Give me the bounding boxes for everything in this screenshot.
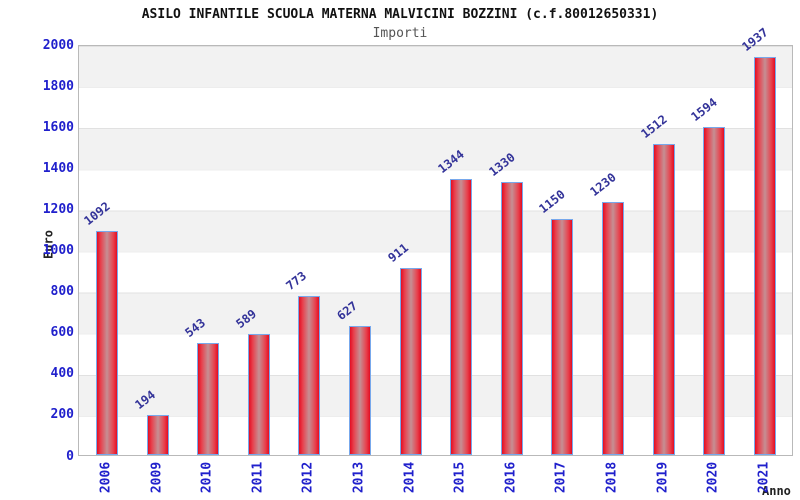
chart-title: ASILO INFANTILE SCUOLA MATERNA MALVICINI… xyxy=(141,7,659,22)
x-axis-tick-label: 2013 xyxy=(351,461,367,494)
y-axis-tick-label: 0 xyxy=(66,448,74,464)
bar-2016 xyxy=(500,181,523,455)
x-axis-tick-label: 2006 xyxy=(98,461,114,494)
y-axis-tick-label: 1800 xyxy=(42,78,74,94)
x-axis-tick-label: 2019 xyxy=(655,461,671,494)
x-axis-tick-label: 2011 xyxy=(250,461,266,494)
y-axis-tick-label: 200 xyxy=(50,407,74,423)
plot-area xyxy=(78,45,793,456)
x-axis-tick-label: 2015 xyxy=(452,461,468,494)
x-axis-tick-label: 2014 xyxy=(402,461,418,494)
y-axis-tick-label: 1200 xyxy=(42,201,74,217)
y-axis-tick-label: 1600 xyxy=(42,119,74,135)
bar-2019 xyxy=(652,144,675,455)
y-axis-tick-label: 1400 xyxy=(42,160,74,176)
chart-subtitle: Importi xyxy=(372,26,428,41)
y-axis-tick-label: 1000 xyxy=(42,243,74,258)
bar-2020 xyxy=(703,127,726,455)
y-axis-tick-label: 800 xyxy=(50,284,74,300)
bar-2009 xyxy=(146,415,169,455)
x-axis-tick-label: 2009 xyxy=(149,461,165,494)
bar-2011 xyxy=(247,333,270,455)
x-axis-tick-label: 2017 xyxy=(553,461,569,494)
x-axis-tick-label: 2016 xyxy=(503,461,519,494)
x-axis-tick-label: 2018 xyxy=(604,461,620,494)
y-axis-tick-label: 400 xyxy=(50,366,74,382)
y-axis-tick-label: 600 xyxy=(50,325,74,341)
x-axis-tick-label: 2020 xyxy=(705,461,721,494)
bar-2014 xyxy=(399,267,422,455)
x-axis-title: Anno xyxy=(762,484,791,498)
bar-2017 xyxy=(551,218,574,455)
y-axis-tick-label: 2000 xyxy=(42,37,74,53)
bar-2015 xyxy=(450,178,473,455)
bar-2013 xyxy=(349,326,371,455)
bar-2012 xyxy=(298,296,321,455)
bar-2010 xyxy=(197,343,220,455)
bar-2018 xyxy=(602,202,624,455)
bar-2006 xyxy=(96,230,118,455)
x-axis-tick-label: 2021 xyxy=(756,461,772,494)
x-axis-tick-label: 2010 xyxy=(199,461,215,494)
x-axis-tick-label: 2012 xyxy=(300,461,316,494)
bar-2021 xyxy=(753,56,776,455)
